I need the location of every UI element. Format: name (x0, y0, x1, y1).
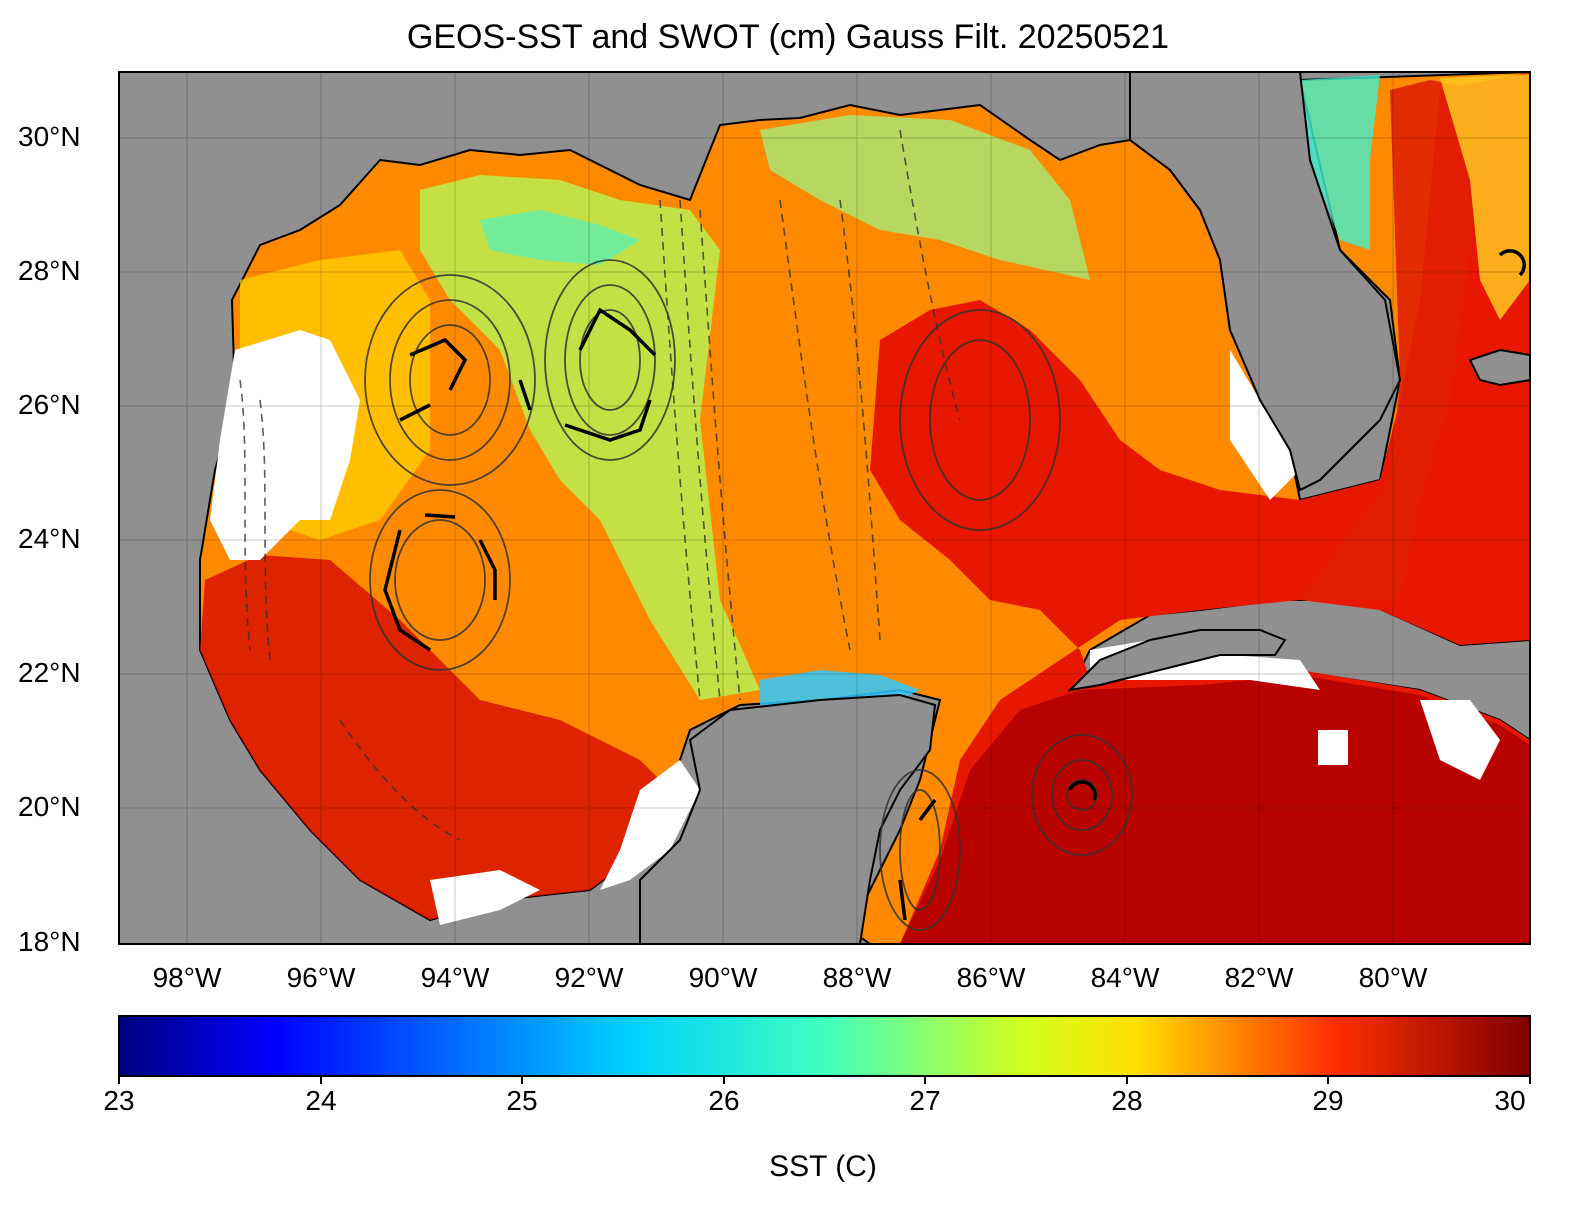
nodata-west-florida-shelf (1230, 350, 1300, 500)
nodata-cuba-south (1420, 700, 1500, 780)
nodata-campeche-coast (430, 870, 540, 925)
lon-label-88w: 88°W (822, 962, 892, 993)
swot-contours-bold (383, 249, 1526, 921)
nodata-yucatan-coast (600, 760, 700, 890)
colorbar (118, 1015, 1531, 1077)
colorbar-tick-27: 27 (909, 1085, 941, 1116)
colorbar-tick-30: 30 (1494, 1085, 1526, 1116)
colorbar-tick-29: 29 (1312, 1085, 1344, 1116)
lon-label-94w: 94°W (420, 962, 490, 993)
lat-label-30n: 30°N (18, 121, 81, 152)
lon-label-96w: 96°W (286, 962, 356, 993)
colorbar-tick-26: 26 (708, 1085, 740, 1116)
lon-label-80w: 80°W (1358, 962, 1428, 993)
florida-land (1129, 72, 1402, 492)
nodata-patch (1318, 730, 1348, 765)
cuba-land (1067, 629, 1287, 692)
lon-label-86w: 86°W (956, 962, 1026, 993)
lat-label-20n: 20°N (18, 791, 81, 822)
map-frame (118, 71, 1531, 945)
bahamas-land (1468, 348, 1530, 387)
louisiana-shelf-green (480, 210, 640, 265)
colorbar-ticks (118, 1076, 1531, 1084)
lat-label-18n: 18°N (18, 926, 81, 957)
colorbar-tick-24: 24 (305, 1085, 337, 1116)
florida-strait-warm (1300, 80, 1480, 600)
map-title: GEOS-SST and SWOT (cm) Gauss Filt. 20250… (406, 18, 1170, 56)
graticule (119, 72, 1530, 944)
lat-label-24n: 24°N (18, 523, 81, 554)
colorbar-label: SST (C) (769, 1150, 877, 1183)
lon-label-90w: 90°W (688, 962, 758, 993)
nodata-texas-shelf (210, 330, 360, 560)
swot-contours-dashed (239, 129, 961, 841)
bay-of-campeche-warm (200, 555, 670, 920)
lon-label-98w: 98°W (152, 962, 222, 993)
swot-contours (364, 259, 1133, 931)
northeast-shelf-green (760, 115, 1090, 280)
lat-label-22n: 22°N (18, 657, 81, 688)
colorbar-tick-25: 25 (506, 1085, 538, 1116)
lat-label-28n: 28°N (18, 255, 81, 286)
lat-label-26n: 26°N (18, 389, 81, 420)
lon-label-84w: 84°W (1090, 962, 1160, 993)
colorbar-tick-23: 23 (103, 1085, 135, 1116)
lon-label-92w: 92°W (554, 962, 624, 993)
yucatan-land (639, 693, 937, 944)
colorbar-tick-28: 28 (1111, 1085, 1143, 1116)
map-panel (119, 72, 1530, 944)
northern-shelf-cool (420, 175, 760, 700)
lon-label-82w: 82°W (1224, 962, 1294, 993)
atlantic-offshore-yellow (1440, 74, 1530, 320)
atlantic-shelf-cyan (1300, 75, 1380, 250)
